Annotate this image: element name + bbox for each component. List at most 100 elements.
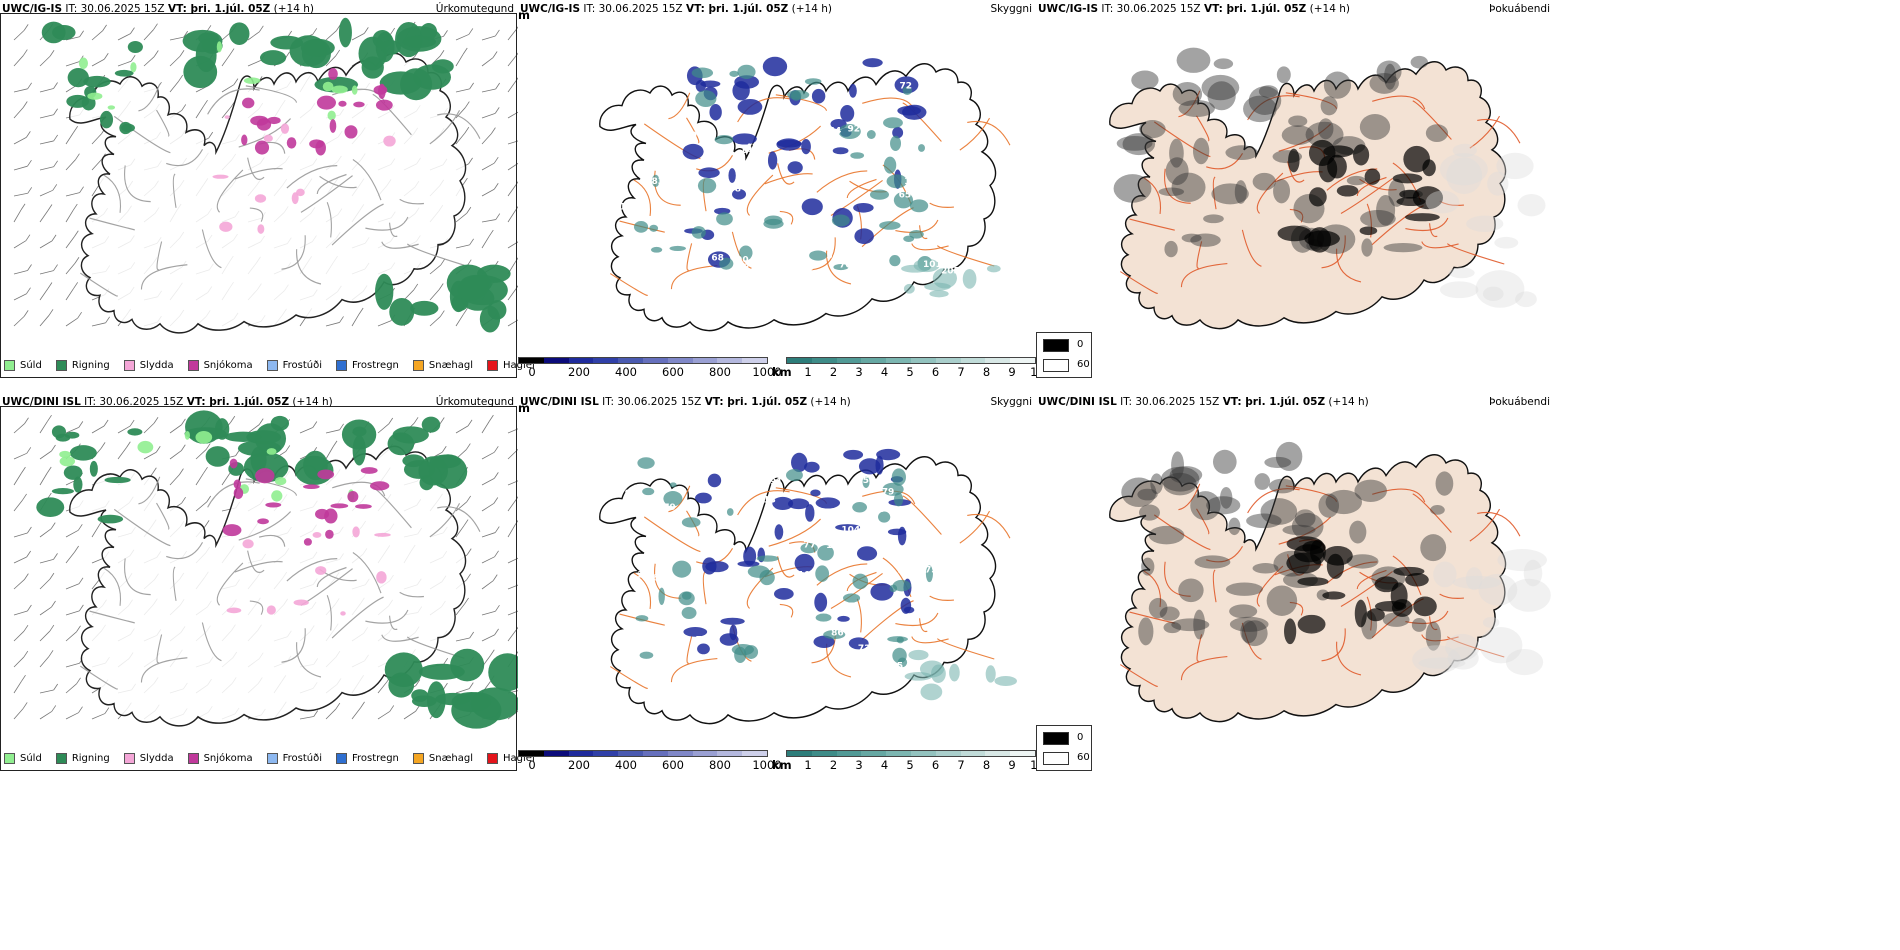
field-blob [127, 428, 143, 436]
field-blob [1297, 614, 1326, 634]
init-time: IT: 30.06.2025 15Z [602, 396, 702, 408]
field-blob [1325, 489, 1363, 515]
wind-barb [299, 716, 314, 720]
field-blob [669, 482, 677, 488]
wind-barb [13, 316, 25, 327]
colorbar-tick: 400 [615, 365, 637, 379]
wind-barb [455, 425, 469, 434]
panel-header: UWC/IG-IS IT: 30.06.2025 15Z VT: þri. 1.… [2, 3, 314, 15]
wind-barb [507, 210, 516, 223]
colorbar-tick: 0 [528, 758, 536, 772]
wind-barb [507, 80, 517, 93]
colorbar-tick: 5 [906, 758, 914, 772]
map-canvas [1109, 441, 1551, 723]
field-blob [773, 588, 794, 600]
wind-barb [39, 606, 52, 616]
field-blob [1181, 233, 1202, 243]
field-blob [87, 92, 103, 100]
field-blob [257, 224, 265, 234]
wind-barb [13, 293, 27, 301]
map-frame [0, 406, 517, 771]
panel-r1-c0: Súld Rigning Slydda Snjókoma Frostúði Frostre… [0, 393, 535, 786]
field-blob [389, 297, 415, 326]
field-blob [737, 98, 763, 115]
wind-barb [507, 584, 518, 590]
wind-barb [13, 472, 22, 486]
field-blob [985, 665, 996, 683]
cloud-base-label: 71 [696, 636, 709, 646]
valid-time: VT: þri. 1.júl. 05Z [704, 396, 808, 408]
wind-barb [13, 55, 24, 67]
field-blob [420, 23, 438, 41]
field-blob [374, 532, 391, 537]
field-blob [265, 502, 282, 508]
colorbar-swatch [861, 751, 887, 756]
legend-swatch [336, 753, 347, 764]
field-blob [833, 263, 849, 271]
field-blob [184, 431, 190, 440]
panel-r0-c0: Súld Rigning Slydda Snjókoma Frostúði Frostre… [0, 0, 535, 393]
wind-barb [195, 449, 207, 460]
wind-barb [169, 36, 184, 41]
legend-item: Frostregn [336, 360, 399, 371]
map-canvas [13, 410, 518, 729]
field-blob [457, 275, 508, 306]
field-blob [1336, 185, 1359, 197]
cloud-base-label: 90 [736, 255, 749, 265]
field-blob [866, 130, 876, 139]
field-blob [879, 221, 901, 230]
wind-barb [169, 80, 180, 93]
field-blob [651, 174, 660, 187]
cloud-base-label: 54 [826, 251, 839, 261]
field-blob [1228, 517, 1241, 536]
field-blob [1252, 172, 1276, 191]
legend-label: Snæhagl [428, 753, 474, 764]
cloud-base-label: 68 [828, 167, 841, 177]
field-blob [1494, 236, 1519, 249]
field-blob [856, 546, 878, 561]
wind-barb [39, 450, 52, 460]
field-blob [1139, 504, 1160, 521]
field-blob [1390, 582, 1408, 610]
panel-r0-c2: 0 60 UWC/IG-IS IT: 30.06.2025 15Z VT: þri.… [1036, 0, 1554, 393]
wind-barb [39, 166, 54, 171]
field-blob [1163, 621, 1182, 634]
field-blob [813, 635, 835, 648]
init-time: IT: 30.06.2025 15Z [65, 3, 165, 15]
field-blob [852, 502, 868, 513]
field-blob [224, 115, 230, 119]
model-name: UWC/DINI ISL [2, 396, 81, 408]
model-name: UWC/DINI ISL [1038, 396, 1117, 408]
wind-barb [13, 165, 28, 171]
wind-barb [455, 212, 468, 223]
field-blob [815, 497, 841, 509]
wind-barb [65, 61, 80, 67]
wind-barb [13, 137, 27, 145]
wind-barb [221, 106, 232, 119]
field-blob [36, 497, 65, 517]
wind-barb [65, 427, 79, 434]
wind-barb [481, 133, 492, 145]
field-blob [266, 448, 277, 455]
colorbar-swatch [692, 751, 718, 756]
colorbar-swatch [811, 358, 837, 363]
field-blob [854, 228, 874, 245]
field-blob [669, 245, 686, 251]
field-blob [633, 220, 649, 233]
field-blob [909, 199, 929, 213]
wind-barb [117, 447, 127, 460]
field-blob [361, 56, 384, 79]
cloud-base-label: 10 [798, 570, 811, 580]
field-blob [729, 624, 738, 641]
wind-barb [13, 270, 28, 275]
field-blob [1447, 646, 1479, 670]
wind-barb [91, 322, 106, 327]
field-blob [892, 647, 907, 664]
wind-barb [13, 240, 27, 249]
wind-barb [39, 472, 48, 486]
panel-title: Skyggni [990, 3, 1033, 15]
field-blob [293, 599, 309, 606]
panel-r1-c1: 104 86 79 125 75 77 94 52 104 71 79 28 48 73 91 96 86 54 8… [518, 393, 1045, 786]
field-blob [137, 440, 154, 454]
field-blob [1276, 66, 1291, 84]
